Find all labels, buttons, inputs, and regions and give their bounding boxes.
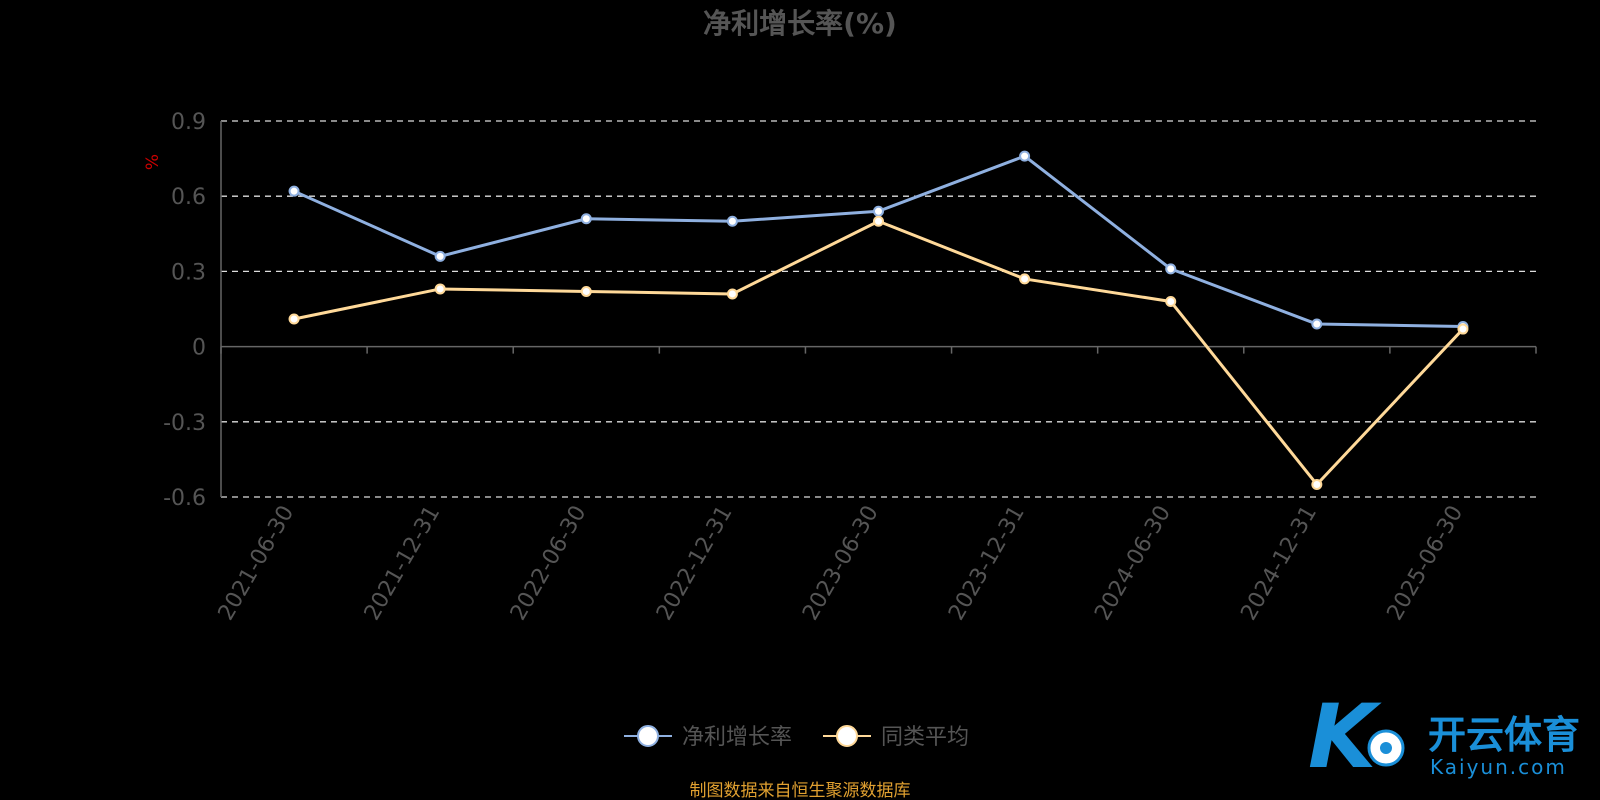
x-tick-label: 2024-12-31 [1236, 502, 1322, 625]
y-tick-label: -0.6 [163, 486, 206, 511]
data-point [726, 288, 738, 300]
series-line-0 [293, 154, 1463, 329]
x-tick-label: 2023-12-31 [944, 502, 1030, 625]
data-point [1019, 150, 1031, 162]
logo-text-en: Kaiyun.com [1430, 755, 1567, 779]
series-layer [288, 150, 1469, 490]
data-point [580, 285, 592, 297]
x-tick-label: 2025-06-30 [1383, 502, 1469, 625]
chart-title: 净利增长率(%) [703, 7, 897, 40]
x-tick-label: 2023-06-30 [798, 502, 884, 625]
data-point [1019, 273, 1031, 285]
data-point [434, 283, 446, 295]
y-tick-label: 0.9 [171, 110, 206, 135]
y-tick-label: -0.3 [163, 411, 206, 436]
legend-marker-net-profit-growth [637, 725, 659, 747]
logo-text-cn: 开云体育 [1428, 713, 1580, 757]
legend: 净利增长率 同类平均 [624, 725, 969, 750]
x-tick-labels: 2021-06-30 2021-12-31 2022-06-30 2022-12-31… [214, 501, 1468, 624]
x-tick-label: 2021-06-30 [214, 502, 300, 625]
data-point [726, 215, 738, 227]
y-tick-label: 0.3 [171, 260, 206, 285]
data-point [434, 250, 446, 262]
data-point [580, 213, 592, 225]
data-point [288, 185, 300, 197]
legend-item-net-profit-growth[interactable]: 净利增长率 [624, 725, 792, 750]
data-point [873, 205, 884, 217]
series-line-1 [293, 219, 1465, 486]
grid [221, 120, 1536, 498]
legend-marker-peer-average [836, 725, 858, 747]
watermark-logo: K 开云体育 Kaiyun.com [1308, 685, 1580, 788]
data-point [1165, 295, 1177, 307]
data-point [1457, 323, 1469, 335]
legend-label-peer-average: 同类平均 [881, 725, 969, 750]
y-axis-label: % [143, 154, 163, 170]
x-tick-label: 2024-06-30 [1090, 502, 1176, 625]
axes [220, 121, 1537, 497]
data-point [288, 313, 300, 325]
x-tick-label: 2021-12-31 [360, 501, 446, 624]
data-source-note: 制图数据来自恒生聚源数据库 [690, 781, 911, 800]
legend-label-net-profit-growth: 净利增长率 [682, 725, 792, 750]
x-tick-label: 2022-06-30 [506, 502, 592, 625]
data-point [873, 215, 884, 227]
data-point [1311, 478, 1323, 490]
y-tick-labels: 0.9 0.6 0.3 0 -0.3 -0.6 [163, 110, 206, 511]
logo-mark: K [1308, 685, 1382, 788]
y-tick-label: 0 [192, 336, 206, 361]
data-point [1311, 318, 1323, 330]
x-tick-label: 2022-12-31 [652, 502, 738, 625]
y-tick-label: 0.6 [171, 185, 206, 210]
data-point [1165, 263, 1177, 275]
legend-item-peer-average[interactable]: 同类平均 [823, 725, 969, 750]
